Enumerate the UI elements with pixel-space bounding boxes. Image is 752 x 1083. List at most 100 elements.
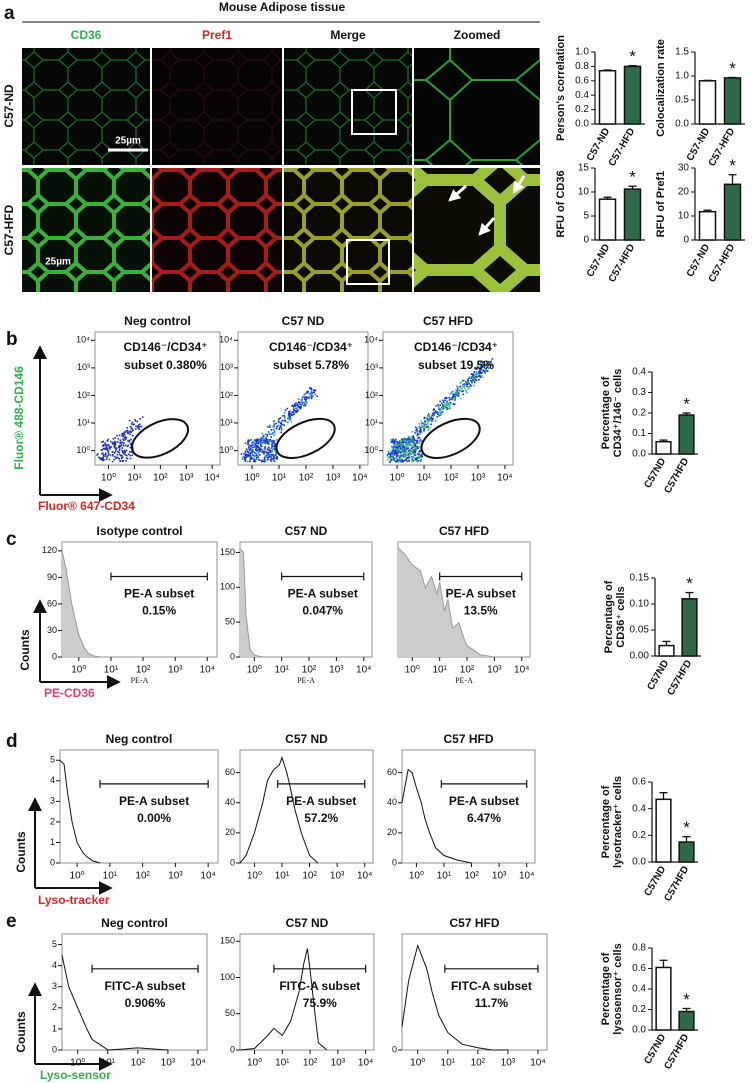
event-dot — [474, 379, 477, 381]
event-dot — [275, 427, 278, 430]
event-dot — [466, 383, 469, 385]
event-dot — [287, 421, 289, 424]
event-dot — [104, 453, 107, 455]
event-dot — [410, 439, 413, 441]
event-dot — [474, 377, 476, 380]
event-dot — [257, 454, 259, 456]
event-dot — [461, 385, 464, 388]
event-dot — [491, 364, 494, 366]
event-dot — [129, 425, 132, 428]
event-dot — [121, 432, 124, 435]
histogram — [59, 759, 101, 864]
event-dot — [416, 460, 419, 462]
event-dot — [256, 439, 259, 441]
y-tick-label: 3 — [50, 796, 55, 806]
event-dot — [128, 419, 131, 422]
event-dot — [442, 404, 444, 406]
y-tick-label: 0 — [392, 857, 397, 867]
event-dot — [444, 405, 447, 407]
event-dot — [265, 439, 268, 441]
event-dot — [484, 364, 487, 366]
event-dot — [289, 416, 292, 418]
event-dot — [403, 438, 406, 441]
event-dot — [263, 450, 265, 452]
event-dot — [255, 452, 258, 455]
event-dot — [249, 460, 251, 463]
gate-text: subset 0.380% — [124, 358, 207, 372]
event-dot — [289, 417, 292, 420]
event-dot — [427, 422, 429, 425]
event-dot — [485, 368, 487, 371]
event-dot — [467, 377, 470, 380]
event-dot — [393, 454, 396, 456]
event-dot — [265, 437, 267, 439]
y-tick-label: 5 — [583, 211, 589, 222]
event-dot — [412, 435, 415, 437]
event-dot — [409, 452, 412, 455]
event-dot — [250, 439, 252, 441]
event-dot — [417, 453, 419, 455]
event-dot — [270, 456, 272, 458]
gate-value: 0.15% — [142, 604, 176, 618]
event-dot — [299, 403, 301, 405]
event-dot — [297, 409, 299, 412]
event-dot — [472, 380, 475, 382]
plot-title: Neg control — [106, 732, 173, 746]
event-dot — [420, 441, 423, 443]
event-dot — [392, 447, 394, 449]
event-dot — [484, 367, 486, 370]
y-tick-label: 1 — [52, 1023, 57, 1033]
event-dot — [111, 460, 114, 463]
y-tick-label: 10⁰ — [76, 445, 90, 455]
event-dot — [277, 419, 280, 421]
event-dot — [452, 396, 454, 398]
event-dot — [268, 440, 271, 443]
y-tick-label: 1.0 — [675, 71, 689, 82]
event-dot — [411, 437, 414, 439]
event-dot — [416, 433, 419, 435]
y-tick-label: 1 — [50, 837, 55, 847]
event-dot — [269, 455, 271, 457]
event-dot — [102, 457, 104, 459]
event-dot — [386, 454, 389, 456]
event-dot — [403, 451, 405, 454]
event-dot — [135, 425, 137, 428]
event-dot — [266, 453, 269, 456]
event-dot — [452, 393, 455, 395]
y-axis-label: lysotracker⁺ cells — [612, 776, 624, 868]
y-tick-label: 1.5 — [675, 47, 689, 58]
event-dot — [473, 377, 475, 379]
event-dot — [416, 441, 418, 444]
event-dot — [248, 445, 251, 447]
axis-label: Lyso-sensor — [40, 1068, 111, 1082]
event-dot — [268, 456, 271, 459]
event-dot — [99, 458, 102, 460]
event-dot — [288, 412, 291, 414]
y-tick-label: 0.8 — [575, 61, 589, 72]
event-dot — [109, 440, 112, 443]
event-dot — [273, 424, 276, 427]
event-dot — [254, 445, 256, 448]
event-dot — [276, 456, 278, 458]
event-dot — [474, 368, 477, 370]
event-dot — [398, 448, 400, 451]
event-dot — [406, 439, 408, 442]
event-dot — [273, 425, 275, 428]
event-dot — [421, 426, 424, 429]
event-dot — [255, 448, 257, 451]
column-label: Merge — [330, 28, 366, 42]
event-dot — [413, 438, 415, 440]
event-dot — [272, 441, 274, 444]
column-label: Pref1 — [202, 28, 232, 42]
event-dot — [407, 454, 409, 457]
event-dot — [266, 441, 268, 443]
event-dot — [400, 451, 402, 453]
event-dot — [395, 455, 398, 457]
event-dot — [454, 398, 456, 400]
x-tick-label: 10¹ — [441, 1058, 456, 1069]
y-tick-label: 10¹ — [220, 417, 233, 427]
event-dot — [400, 460, 402, 463]
y-tick-label: 0 — [52, 1044, 57, 1054]
event-dot — [393, 442, 395, 445]
event-dot — [408, 438, 411, 440]
